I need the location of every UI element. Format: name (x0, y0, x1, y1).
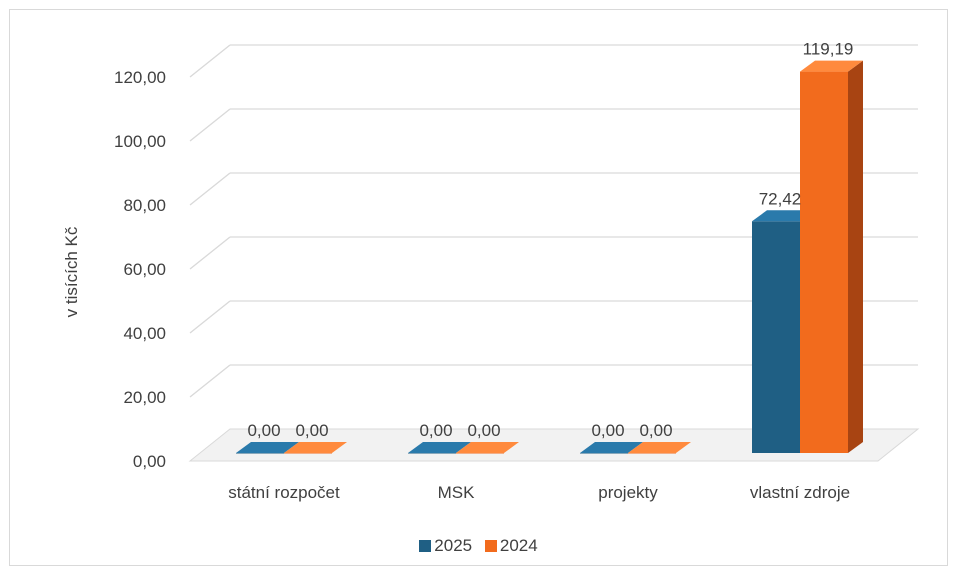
y-tick-label: 0,00 (133, 452, 166, 471)
bar-2025-1 (408, 442, 471, 454)
y-tick-label: 80,00 (123, 196, 166, 215)
legend-item-2024: 2024 (484, 536, 538, 556)
gridline-diagonal (189, 300, 231, 334)
legend-label-2025: 2025 (434, 536, 473, 555)
bar-2024-0 (284, 442, 347, 454)
data-label: 0,00 (247, 421, 280, 440)
bar-front (284, 453, 332, 454)
y-tick-label: 120,00 (114, 68, 166, 87)
legend-swatch-2025 (419, 540, 432, 552)
bar-top (456, 442, 519, 453)
bar-2024-1 (456, 442, 519, 454)
bar-top (284, 442, 347, 453)
gridline-diagonal (189, 236, 231, 270)
bar-front (580, 453, 628, 454)
bar-2024-3 (800, 60, 863, 453)
legend: 2025 2024 (0, 536, 957, 557)
bar-top (628, 442, 691, 453)
data-label: 0,00 (639, 421, 672, 440)
bar-2025-0 (236, 442, 299, 454)
bar-front (456, 453, 504, 454)
y-axis-label: v tisících Kč (62, 226, 81, 318)
bars (236, 60, 863, 454)
floor-plane (188, 428, 920, 462)
bar-side (848, 60, 863, 453)
gridline-diagonal (189, 172, 231, 206)
bar-front (408, 453, 456, 454)
bar-top (752, 210, 815, 222)
gridline-diagonal (189, 364, 231, 398)
gridline-diagonal (189, 108, 231, 142)
bar-front (800, 71, 848, 453)
bar-top (800, 60, 863, 72)
data-label: 72,42 (759, 189, 802, 208)
x-tick-label: vlastní zdroje (750, 483, 850, 502)
bar-front (628, 453, 676, 454)
data-label: 0,00 (419, 421, 452, 440)
y-tick-label: 100,00 (114, 132, 166, 151)
y-tick-label: 60,00 (123, 260, 166, 279)
bar-2025-2 (580, 442, 643, 454)
bar-2024-2 (628, 442, 691, 454)
y-axis-ticks: 0,00 20,00 40,00 60,00 80,00 100,00 120,00 (114, 68, 166, 471)
x-tick-label: státní rozpočet (228, 483, 340, 502)
y-tick-label: 20,00 (123, 388, 166, 407)
legend-swatch-2024 (484, 540, 497, 552)
x-axis-ticks: státní rozpočet MSK projekty vlastní zdroje (228, 483, 850, 502)
data-label: 0,00 (591, 421, 624, 440)
bar-top (408, 442, 471, 453)
gridline-diagonal (189, 44, 231, 78)
legend-item-2025: 2025 (419, 536, 472, 556)
data-label: 0,00 (295, 421, 328, 440)
data-label: 0,00 (467, 421, 500, 440)
bar-top (580, 442, 643, 453)
data-label: 119,19 (803, 40, 854, 59)
y-tick-label: 40,00 (123, 324, 166, 343)
legend-label-2024: 2024 (499, 536, 538, 555)
x-tick-label: MSK (438, 483, 476, 502)
bar-top (236, 442, 299, 453)
chart-floor (188, 428, 920, 462)
x-tick-label: projekty (598, 483, 658, 502)
data-labels: 0,00 0,00 0,00 0,00 0,00 0,00 72,42 119,19 (247, 40, 853, 440)
bar-front (752, 221, 800, 453)
bar-front (236, 453, 284, 454)
